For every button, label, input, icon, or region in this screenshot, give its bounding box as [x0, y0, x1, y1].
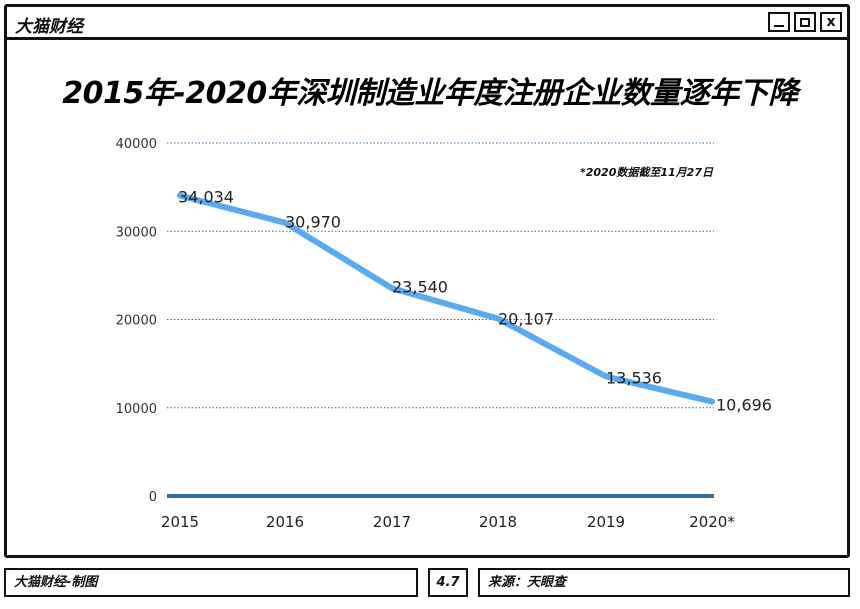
title-bar: 大猫财经 x [7, 7, 847, 40]
maximize-icon [800, 17, 810, 27]
close-icon: x [826, 14, 836, 30]
data-label: 10,696 [716, 396, 772, 415]
series-line [177, 192, 715, 405]
app-window: 大猫财经 x [4, 4, 850, 558]
maximize-button[interactable] [794, 12, 816, 32]
y-tick-label: 40000 [116, 137, 157, 152]
x-tick-label: 2015 [161, 513, 199, 531]
minimize-icon [774, 25, 784, 27]
chart-note: *2020数据截至11月27日 [580, 166, 713, 179]
window-controls: x [768, 12, 842, 32]
data-label: 30,970 [285, 213, 341, 232]
close-button[interactable]: x [820, 12, 842, 32]
footer-date: 4.7 [428, 568, 468, 597]
data-label: 34,034 [178, 188, 234, 207]
x-tick-label: 2018 [479, 513, 517, 531]
y-tick-label: 20000 [116, 314, 157, 329]
minimize-button[interactable] [768, 12, 790, 32]
footer-credit: 大猫财经-制图 [4, 568, 418, 597]
x-tick-label: 2019 [587, 513, 625, 531]
footer-source: 来源：天眼查 [478, 568, 850, 597]
data-label: 20,107 [498, 310, 554, 329]
x-tick-label: 2016 [266, 513, 304, 531]
y-tick-label: 30000 [116, 225, 157, 240]
x-tick-label: 2020* [689, 513, 735, 531]
data-label: 23,540 [392, 277, 448, 296]
y-tick-label: 10000 [116, 402, 157, 417]
y-tick-label: 0 [149, 490, 157, 505]
x-tick-label: 2017 [373, 513, 411, 531]
chart-title: 2015年-2020年深圳制造业年度注册企业数量逐年下降 [62, 76, 798, 111]
app-name: 大猫财经 [15, 17, 83, 37]
data-label: 13,536 [606, 369, 662, 388]
